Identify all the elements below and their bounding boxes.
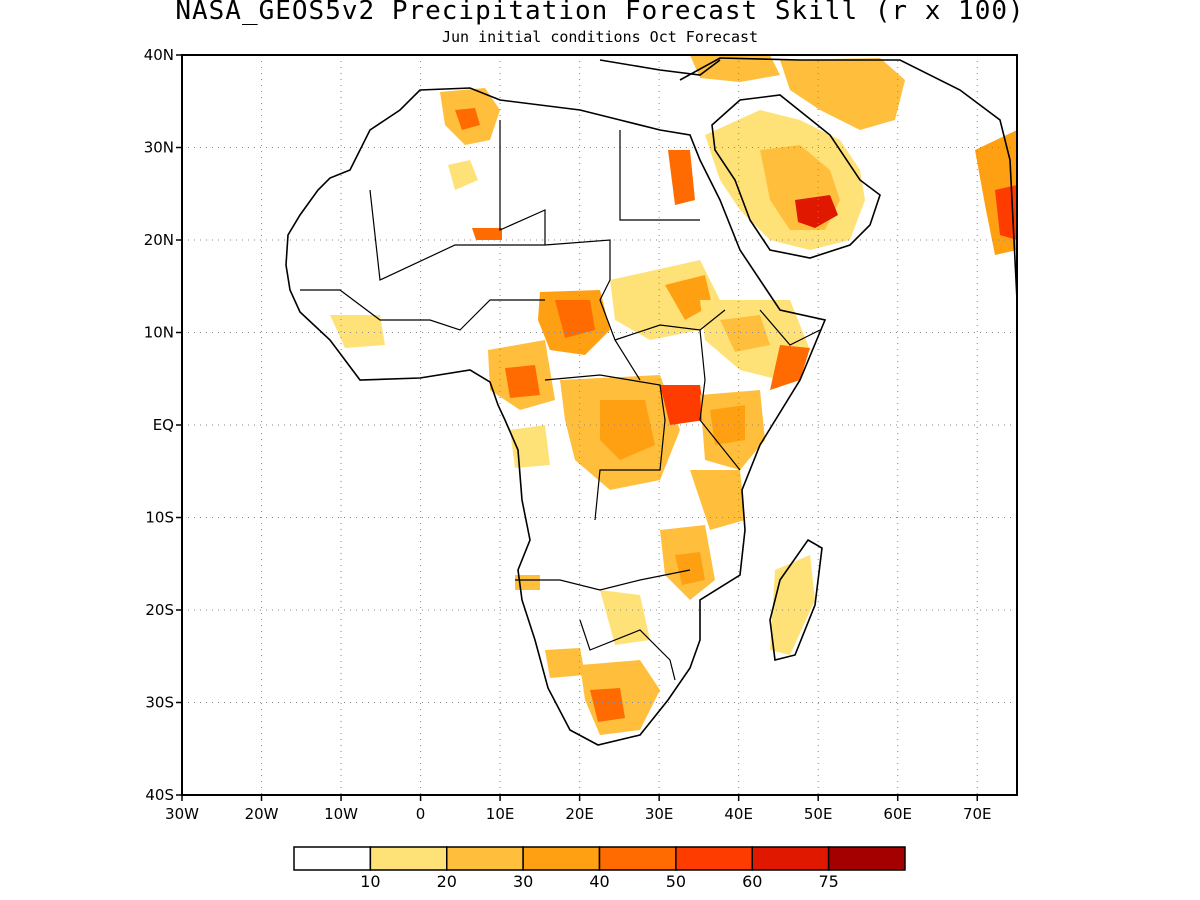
skill-shading — [330, 55, 1017, 735]
map-title: NASA_GEOS5v2 Precipitation Forecast Skil… — [175, 0, 1025, 26]
border-congo — [544, 374, 666, 521]
caspian-black-sea — [599, 59, 721, 76]
border-sudan-ssudan — [614, 309, 726, 341]
africa-coastline — [285, 87, 827, 746]
lon-tick-label: 20W — [245, 805, 279, 823]
asia-coastline — [679, 57, 1017, 301]
border-algeria-libya — [499, 120, 546, 245]
border-westafrica — [300, 289, 545, 331]
legend-swatch — [598, 846, 677, 871]
country-borders — [300, 120, 821, 681]
skill-region-sahara-b — [472, 228, 502, 240]
legend-swatch — [675, 846, 753, 871]
color-legend: 10 20 30 40 50 60 75 — [293, 846, 906, 891]
skill-region-mozambique-core — [675, 552, 705, 585]
skill-region-tanzania — [690, 470, 745, 530]
lon-tick-label: 70E — [963, 805, 992, 823]
skill-region-egypt — [668, 150, 695, 205]
arabia-coastline — [711, 94, 881, 259]
lat-tick-label: 40N — [144, 46, 174, 64]
skill-region-angola — [515, 575, 540, 590]
lat-tick-label: 20N — [144, 231, 174, 249]
border-libya-egypt — [619, 130, 700, 221]
lat-tick-label: 20S — [145, 601, 174, 619]
lat-tick-label: 10N — [144, 324, 174, 342]
coastlines — [285, 57, 1017, 746]
border-chad-sudan — [599, 279, 641, 381]
legend-label: 30 — [513, 872, 533, 891]
lon-tick-label: 0 — [416, 805, 426, 823]
skill-region-chad-core — [555, 300, 595, 338]
map-subtitle: Jun initial conditions Oct Forecast — [441, 28, 759, 46]
legend-label: 20 — [437, 872, 457, 891]
lon-tick-label: 30E — [645, 805, 674, 823]
latitude-axis: 40N 30N 20N 10N EQ 10S 20S 30S 40S — [144, 46, 182, 804]
skill-region-sahara-a — [448, 160, 478, 190]
lat-tick-label: 30N — [144, 139, 174, 157]
border-southafrica — [579, 619, 676, 681]
skill-region-ethiopia-core — [720, 315, 770, 352]
lon-tick-label: 50E — [804, 805, 833, 823]
legend-swatch — [827, 846, 906, 871]
lon-tick-label: 30W — [165, 805, 199, 823]
legend-label: 10 — [360, 872, 380, 891]
skill-region-madagascar — [770, 555, 815, 655]
lon-tick-label: 40E — [724, 805, 753, 823]
skill-region-congo-core — [600, 400, 655, 460]
skill-region-gabon — [510, 425, 550, 468]
skill-region-southafrica-core — [590, 688, 625, 722]
skill-region-algeria-peak — [455, 108, 480, 130]
skill-region-lakevictoria — [660, 385, 705, 425]
legend-swatch — [293, 846, 372, 871]
skill-region-namibia — [545, 648, 585, 678]
legend-label: 40 — [589, 872, 609, 891]
lat-tick-label: EQ — [153, 416, 174, 434]
lat-tick-label: 30S — [145, 694, 174, 712]
lon-tick-label: 10W — [324, 805, 358, 823]
legend-swatch — [522, 846, 601, 871]
legend-swatch — [446, 846, 524, 871]
skill-region-botswana — [600, 590, 650, 645]
legend-label: 50 — [666, 872, 686, 891]
longitude-axis: 30W 20W 10W 0 10E 20E 30E 40E 50E 60E 70E — [165, 795, 992, 823]
skill-region-sudan-core — [665, 275, 712, 320]
border-south — [515, 569, 691, 591]
madagascar-coastline — [769, 538, 823, 661]
lat-tick-label: 10S — [145, 509, 174, 527]
skill-region-kenya-core — [710, 405, 745, 445]
legend-swatch — [751, 846, 830, 871]
border-eastafrica — [699, 329, 741, 471]
skill-region-cameroon-core — [505, 365, 540, 398]
lon-tick-label: 20E — [565, 805, 594, 823]
border-sahel — [369, 189, 611, 281]
lat-tick-label: 40S — [145, 786, 174, 804]
legend-label: 60 — [742, 872, 762, 891]
skill-region-iran — [780, 58, 905, 130]
legend-swatch — [369, 846, 448, 871]
lon-tick-label: 10E — [486, 805, 515, 823]
skill-region-westafrica — [330, 315, 385, 348]
skill-region-arabia-peak — [795, 195, 838, 228]
legend-label: 75 — [818, 872, 838, 891]
border-ethiopia-somalia — [759, 309, 821, 346]
lon-tick-label: 60E — [883, 805, 912, 823]
